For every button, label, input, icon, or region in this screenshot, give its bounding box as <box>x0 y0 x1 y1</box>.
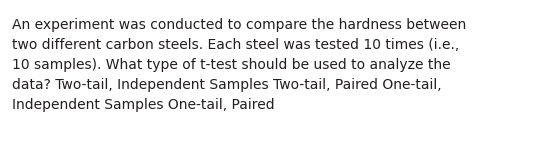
Text: An experiment was conducted to compare the hardness between
two different carbon: An experiment was conducted to compare t… <box>12 18 466 112</box>
